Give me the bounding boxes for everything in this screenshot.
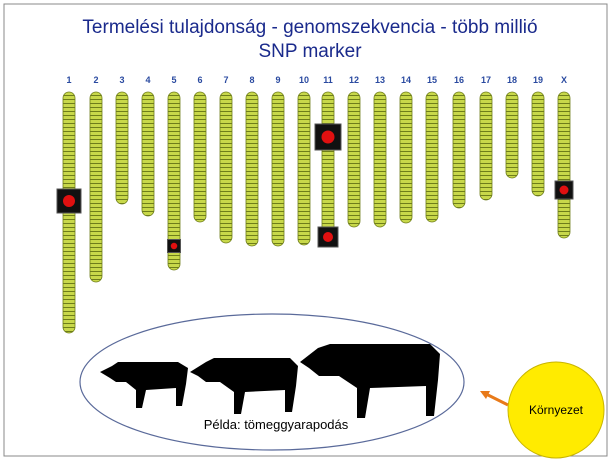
chromosome-label: 10 [299, 75, 309, 85]
chromosome-label: 19 [533, 75, 543, 85]
chromosome [298, 92, 310, 245]
chromosome [532, 92, 544, 196]
snp-marker-dot [323, 232, 333, 242]
chromosome [453, 92, 465, 208]
chromosome [558, 92, 570, 238]
chromosome-label: 9 [275, 75, 280, 85]
chromosome-label: 16 [454, 75, 464, 85]
chromosome-label: 1 [66, 75, 71, 85]
chromosome-label: 4 [145, 75, 150, 85]
snp-marker-dot [322, 131, 335, 144]
snp-marker-dot [560, 186, 569, 195]
chromosome [90, 92, 102, 282]
chromosome [272, 92, 284, 246]
slide: Termelési tulajdonság - genomszekvencia … [0, 0, 612, 461]
chromosome-label: 6 [197, 75, 202, 85]
chromosome [322, 92, 334, 246]
chromosome [374, 92, 386, 227]
example-label: Példa: tömeggyarapodás [204, 417, 349, 432]
chromosome-label: 13 [375, 75, 385, 85]
title-line-1: Termelési tulajdonság - genomszekvencia … [82, 17, 537, 38]
chromosome-label: 12 [349, 75, 359, 85]
chromosome [194, 92, 206, 222]
chromosome-label: 5 [171, 75, 176, 85]
chromosome [426, 92, 438, 222]
chromosome-label: 8 [249, 75, 254, 85]
chromosome-label: 14 [401, 75, 411, 85]
chromosome [220, 92, 232, 243]
environment-label: Környezet [529, 403, 584, 417]
chromosome-label: 3 [119, 75, 124, 85]
chromosome [400, 92, 412, 223]
chromosome-label: 17 [481, 75, 491, 85]
snp-marker-dot [63, 195, 75, 207]
chromosome [480, 92, 492, 200]
chromosome [348, 92, 360, 227]
chromosome-label: 2 [93, 75, 98, 85]
chromosome-label: 11 [323, 75, 333, 85]
snp-marker-dot [171, 243, 178, 250]
chromosome [142, 92, 154, 216]
chromosome [506, 92, 518, 178]
chromosome-label: X [561, 75, 567, 85]
chromosome-label: 7 [223, 75, 228, 85]
title-line-2: SNP marker [258, 41, 362, 62]
chromosome-label: 18 [507, 75, 517, 85]
chromosome-label: 15 [427, 75, 437, 85]
chromosome [116, 92, 128, 204]
chromosome [246, 92, 258, 246]
